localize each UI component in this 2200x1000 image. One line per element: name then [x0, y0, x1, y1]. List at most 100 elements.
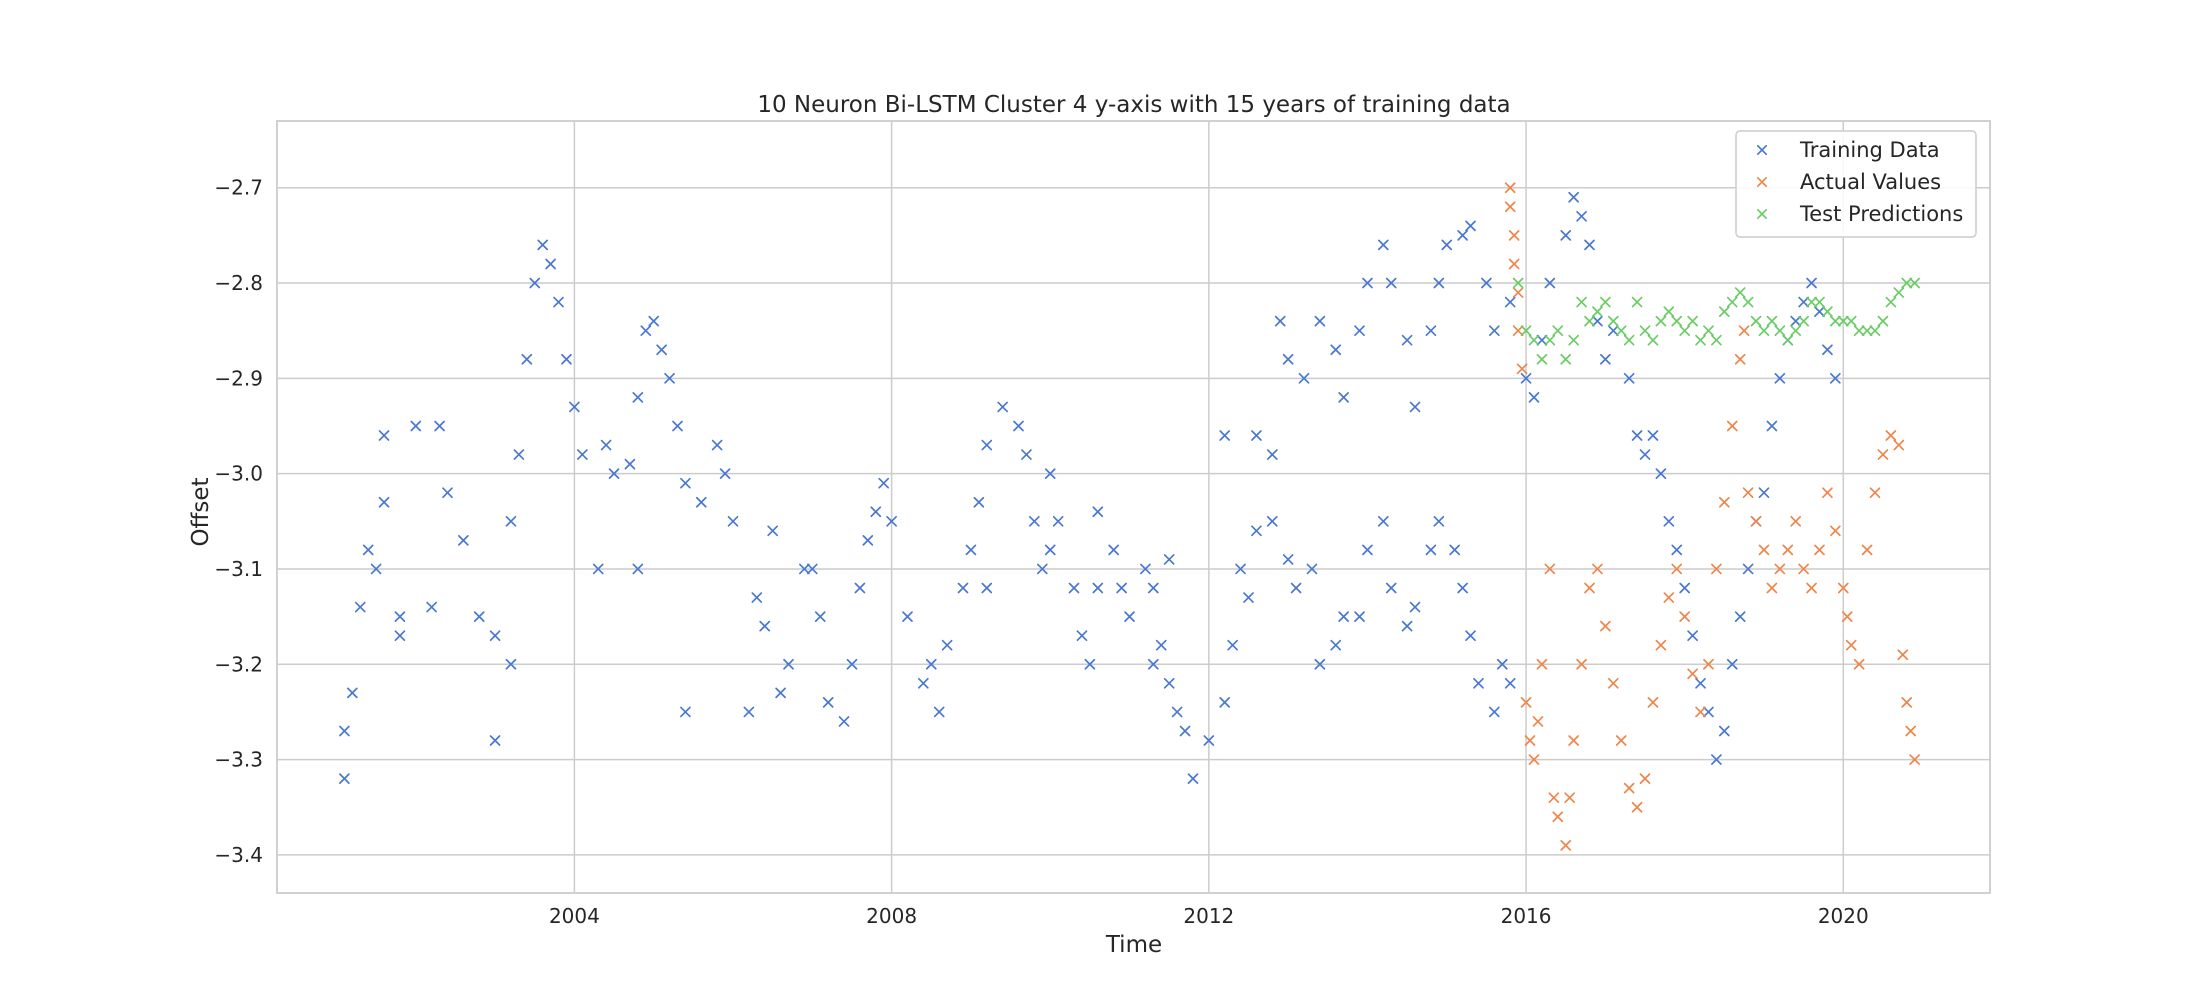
data-point [1508, 258, 1520, 270]
data-point [1877, 315, 1889, 327]
data-point [1806, 582, 1817, 594]
data-point [1830, 525, 1841, 537]
data-point [1790, 325, 1802, 337]
x-tick-label: 2004 [549, 904, 600, 928]
data-point [545, 258, 556, 270]
data-point [1044, 468, 1056, 479]
data-point [1314, 658, 1326, 670]
data-point [1837, 315, 1849, 327]
data-point [648, 315, 660, 327]
data-point [1782, 544, 1794, 556]
data-point [727, 515, 739, 527]
data-point [1718, 496, 1730, 508]
data-point [1251, 430, 1262, 441]
data-point [1726, 296, 1738, 308]
grid-lines [277, 121, 1990, 893]
data-point [1568, 191, 1579, 203]
data-point [1401, 620, 1413, 632]
data-point [878, 477, 890, 489]
data-point [442, 487, 453, 499]
data-point [1330, 344, 1342, 356]
data-point [957, 582, 969, 594]
data-point [1679, 611, 1691, 622]
data-point [339, 773, 350, 784]
x-tick-label: 2008 [866, 904, 917, 928]
data-point [1897, 649, 1909, 661]
data-point [1544, 563, 1556, 575]
data-point [1837, 582, 1849, 594]
data-point [1203, 735, 1215, 746]
data-point [1362, 544, 1373, 556]
data-point [1790, 515, 1802, 527]
data-point [1560, 353, 1572, 365]
data-point [1266, 515, 1278, 527]
series-test-predictions [1512, 277, 1921, 365]
data-point [1647, 430, 1659, 441]
data-point [1362, 277, 1373, 289]
data-point [1631, 430, 1643, 441]
data-point [1377, 515, 1389, 527]
data-point [1885, 296, 1897, 308]
data-point [1282, 353, 1294, 365]
data-point [1465, 220, 1476, 232]
data-point [1290, 582, 1302, 594]
data-point [1822, 344, 1833, 356]
data-point [434, 420, 445, 432]
data-point [1536, 334, 1548, 346]
data-point [1687, 315, 1698, 327]
legend-marker-1 [1756, 144, 1768, 156]
legend-marker-2 [1756, 176, 1768, 188]
data-point [1528, 754, 1540, 765]
data-point [981, 439, 993, 451]
data-point [1718, 725, 1730, 737]
data-point [1140, 563, 1151, 575]
data-point [1092, 506, 1104, 518]
legend-label: Training Data [1799, 138, 1940, 162]
data-point [1147, 582, 1159, 594]
x-tick-label: 2016 [1501, 904, 1552, 928]
data-point [1711, 334, 1722, 346]
data-point [695, 496, 707, 508]
data-point [759, 620, 771, 632]
data-point [1671, 544, 1683, 556]
data-point [1504, 677, 1516, 689]
data-point [1520, 372, 1532, 384]
data-point [1385, 582, 1397, 594]
data-point [997, 401, 1008, 413]
data-point [1663, 515, 1675, 527]
data-point [1798, 563, 1809, 575]
data-point [458, 535, 469, 546]
data-point [1536, 658, 1548, 670]
data-point [1734, 353, 1746, 365]
data-point [1877, 449, 1889, 460]
data-point [592, 563, 604, 575]
data-point [846, 658, 858, 670]
data-point [529, 277, 541, 289]
data-point [1052, 515, 1064, 527]
data-point [1861, 544, 1873, 556]
data-point [656, 344, 667, 356]
data-point [1124, 611, 1135, 622]
data-point [1639, 773, 1651, 784]
data-point [1600, 296, 1611, 308]
data-point [1592, 563, 1603, 575]
data-point [1822, 487, 1833, 499]
data-point [719, 468, 731, 479]
data-point [1504, 296, 1516, 308]
data-point [1734, 287, 1746, 298]
data-point [1607, 325, 1619, 337]
data-point [1401, 334, 1413, 346]
x-tick-label: 2012 [1183, 904, 1234, 928]
y-tick-label: −2.7 [214, 176, 263, 200]
data-point [1147, 658, 1159, 670]
data-point [1671, 315, 1683, 327]
data-point [1219, 697, 1231, 708]
data-point [941, 639, 953, 651]
data-point [1758, 487, 1770, 499]
data-point [1576, 658, 1587, 670]
data-point [1473, 677, 1484, 689]
data-point [1251, 525, 1262, 537]
data-point [1841, 611, 1853, 622]
data-point [1532, 716, 1544, 727]
data-point [981, 582, 993, 594]
